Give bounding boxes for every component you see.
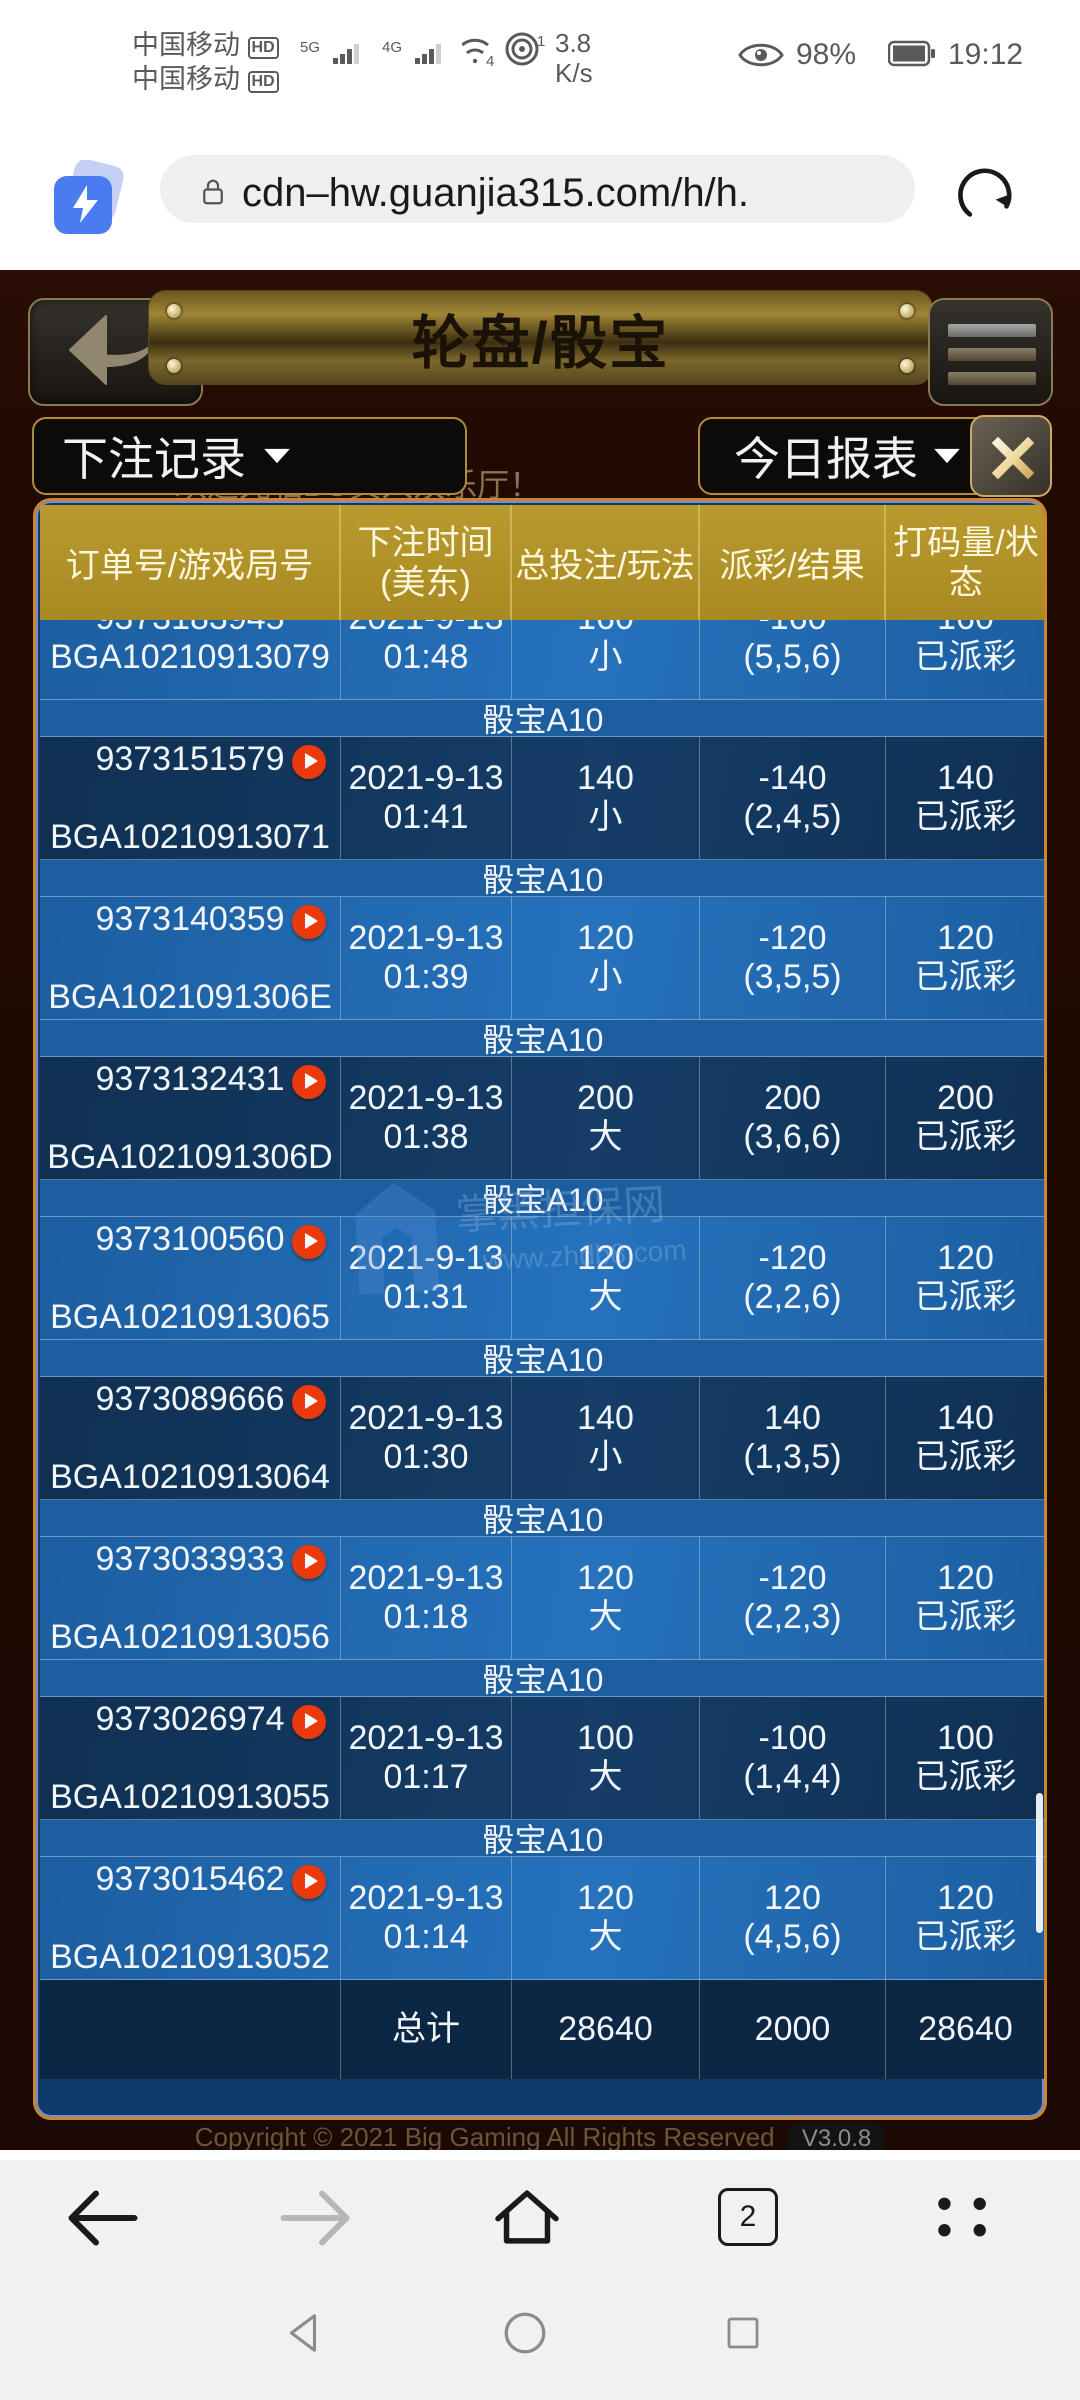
svg-text:4: 4 <box>486 53 494 68</box>
svg-text:1: 1 <box>537 33 545 50</box>
svg-text:5G: 5G <box>300 39 320 56</box>
svg-text:4G: 4G <box>382 39 402 56</box>
